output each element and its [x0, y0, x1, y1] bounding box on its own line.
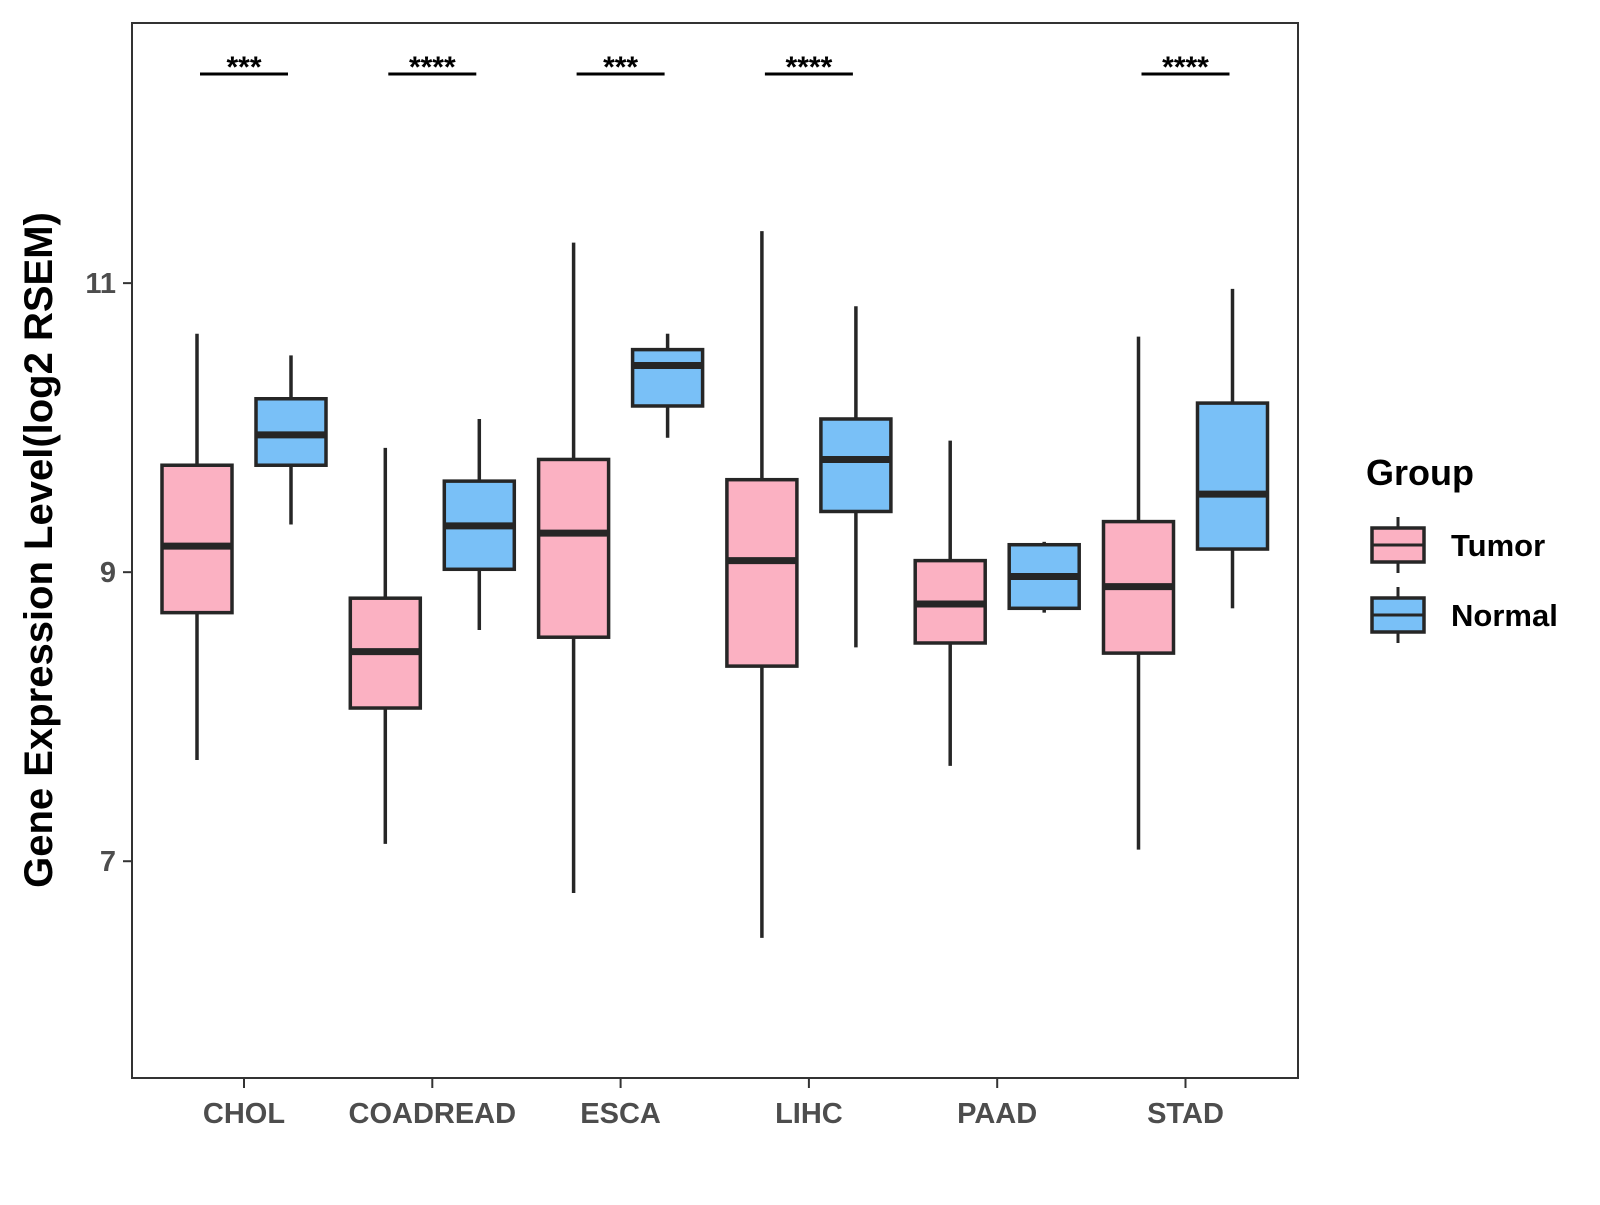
significance-label: **** — [409, 51, 456, 84]
box-normal-coadread — [442, 418, 517, 630]
significance-label: **** — [786, 51, 833, 84]
y-tick-label: 11 — [85, 268, 116, 300]
box-tumor-paad — [913, 440, 987, 766]
box-iqr — [536, 457, 611, 639]
x-tick-label: STAD — [1147, 1098, 1224, 1130]
box-iqr — [819, 417, 893, 514]
box-iqr — [1195, 401, 1270, 551]
plot-panel-border — [131, 22, 1299, 1079]
box-iqr — [630, 347, 705, 408]
box-normal-stad — [1195, 288, 1270, 609]
legend-item-tumor: Tumor — [1370, 517, 1545, 573]
legend-label: Tumor — [1451, 528, 1545, 563]
box-normal-chol — [254, 355, 328, 525]
significance-label: *** — [226, 51, 261, 84]
x-tick-label: LIHC — [775, 1098, 843, 1130]
box-normal-esca — [630, 333, 705, 438]
box-tumor-stad — [1101, 336, 1176, 850]
box-iqr — [160, 463, 234, 615]
box-iqr — [725, 477, 799, 668]
x-tick-label: PAAD — [957, 1098, 1037, 1130]
x-axis: CHOL COADREAD ESCA LIHC PAAD STAD — [203, 1078, 1224, 1130]
legend-label: Normal — [1451, 598, 1558, 633]
significance-label: **** — [1162, 51, 1209, 84]
y-axis: 7 9 11 — [85, 268, 132, 878]
x-tick-label: CHOL — [203, 1098, 285, 1130]
y-tick-label: 9 — [100, 557, 116, 589]
x-tick-label: COADREAD — [349, 1098, 517, 1130]
legend-title: Group — [1366, 452, 1474, 493]
box-tumor-lihc — [725, 231, 799, 938]
significance-layer: *** **** *** **** **** — [200, 51, 1230, 84]
box-tumor-coadread — [348, 447, 423, 844]
x-tick-label: ESCA — [580, 1098, 661, 1130]
y-tick-label: 7 — [100, 846, 116, 878]
y-axis-title: Gene Expression Level(log2 RSEM) — [17, 212, 61, 888]
box-tumor-esca — [536, 242, 611, 894]
box-normal-paad — [1007, 541, 1081, 613]
boxes-layer — [160, 231, 1270, 938]
legend: Group Tumor Normal — [1366, 452, 1558, 643]
legend-item-normal: Normal — [1370, 587, 1558, 643]
box-normal-lihc — [819, 306, 893, 648]
box-tumor-chol — [160, 333, 234, 761]
significance-label: *** — [603, 51, 638, 84]
